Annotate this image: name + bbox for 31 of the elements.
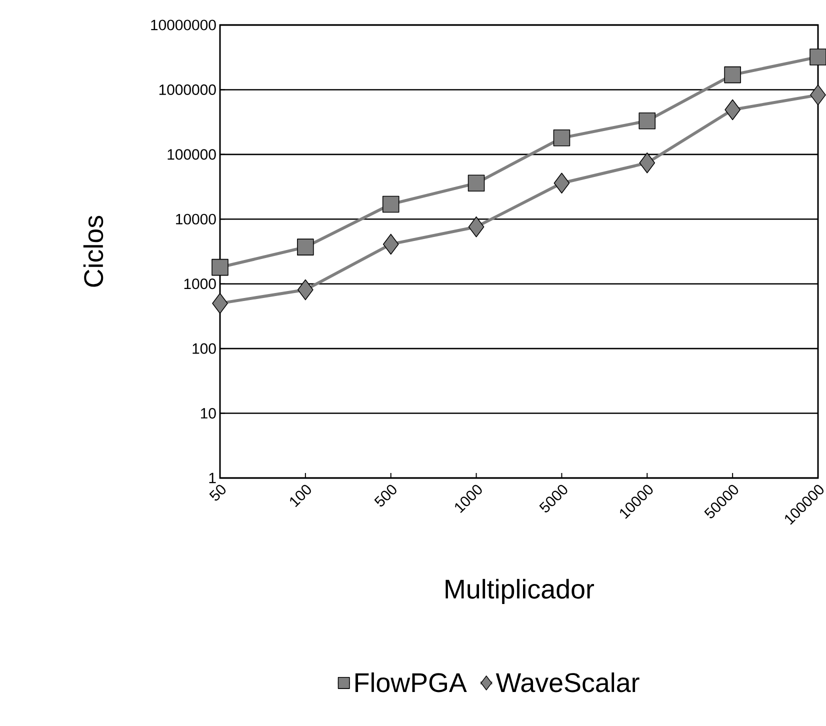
point: [212, 292, 228, 314]
legend-label: WaveScalar: [496, 672, 640, 692]
point: [468, 174, 485, 192]
point: [298, 279, 314, 300]
x-tick-label: 50: [209, 484, 226, 501]
point: [382, 234, 399, 255]
y-tick-label: 1: [209, 472, 216, 484]
x-tick-label: 500: [374, 484, 396, 506]
point: [810, 84, 826, 106]
point: [554, 172, 570, 194]
point: [638, 112, 656, 130]
point: [468, 216, 484, 238]
x-tick-label: 100: [290, 484, 311, 508]
point: [297, 238, 314, 256]
point: [553, 130, 570, 146]
y-tick-label: 10000000: [151, 20, 216, 30]
legend-label: FlowPGA: [356, 672, 467, 692]
point: [810, 48, 826, 66]
x-axis-title: Multiplicador: [446, 578, 594, 604]
y-tick-label: 100: [192, 343, 216, 354]
y-tick-label: 1000: [184, 278, 216, 290]
point: [724, 66, 741, 84]
point: [382, 196, 400, 213]
y-tick-label: 1000000: [159, 84, 216, 95]
y-tick-label: 10: [201, 408, 216, 419]
point: [639, 152, 656, 174]
y-axis-title: Ciclos: [83, 216, 104, 287]
y-tick-label: 100000: [168, 149, 216, 160]
point: [212, 258, 228, 276]
point: [724, 99, 740, 120]
y-tick-label: 10000: [176, 214, 216, 224]
